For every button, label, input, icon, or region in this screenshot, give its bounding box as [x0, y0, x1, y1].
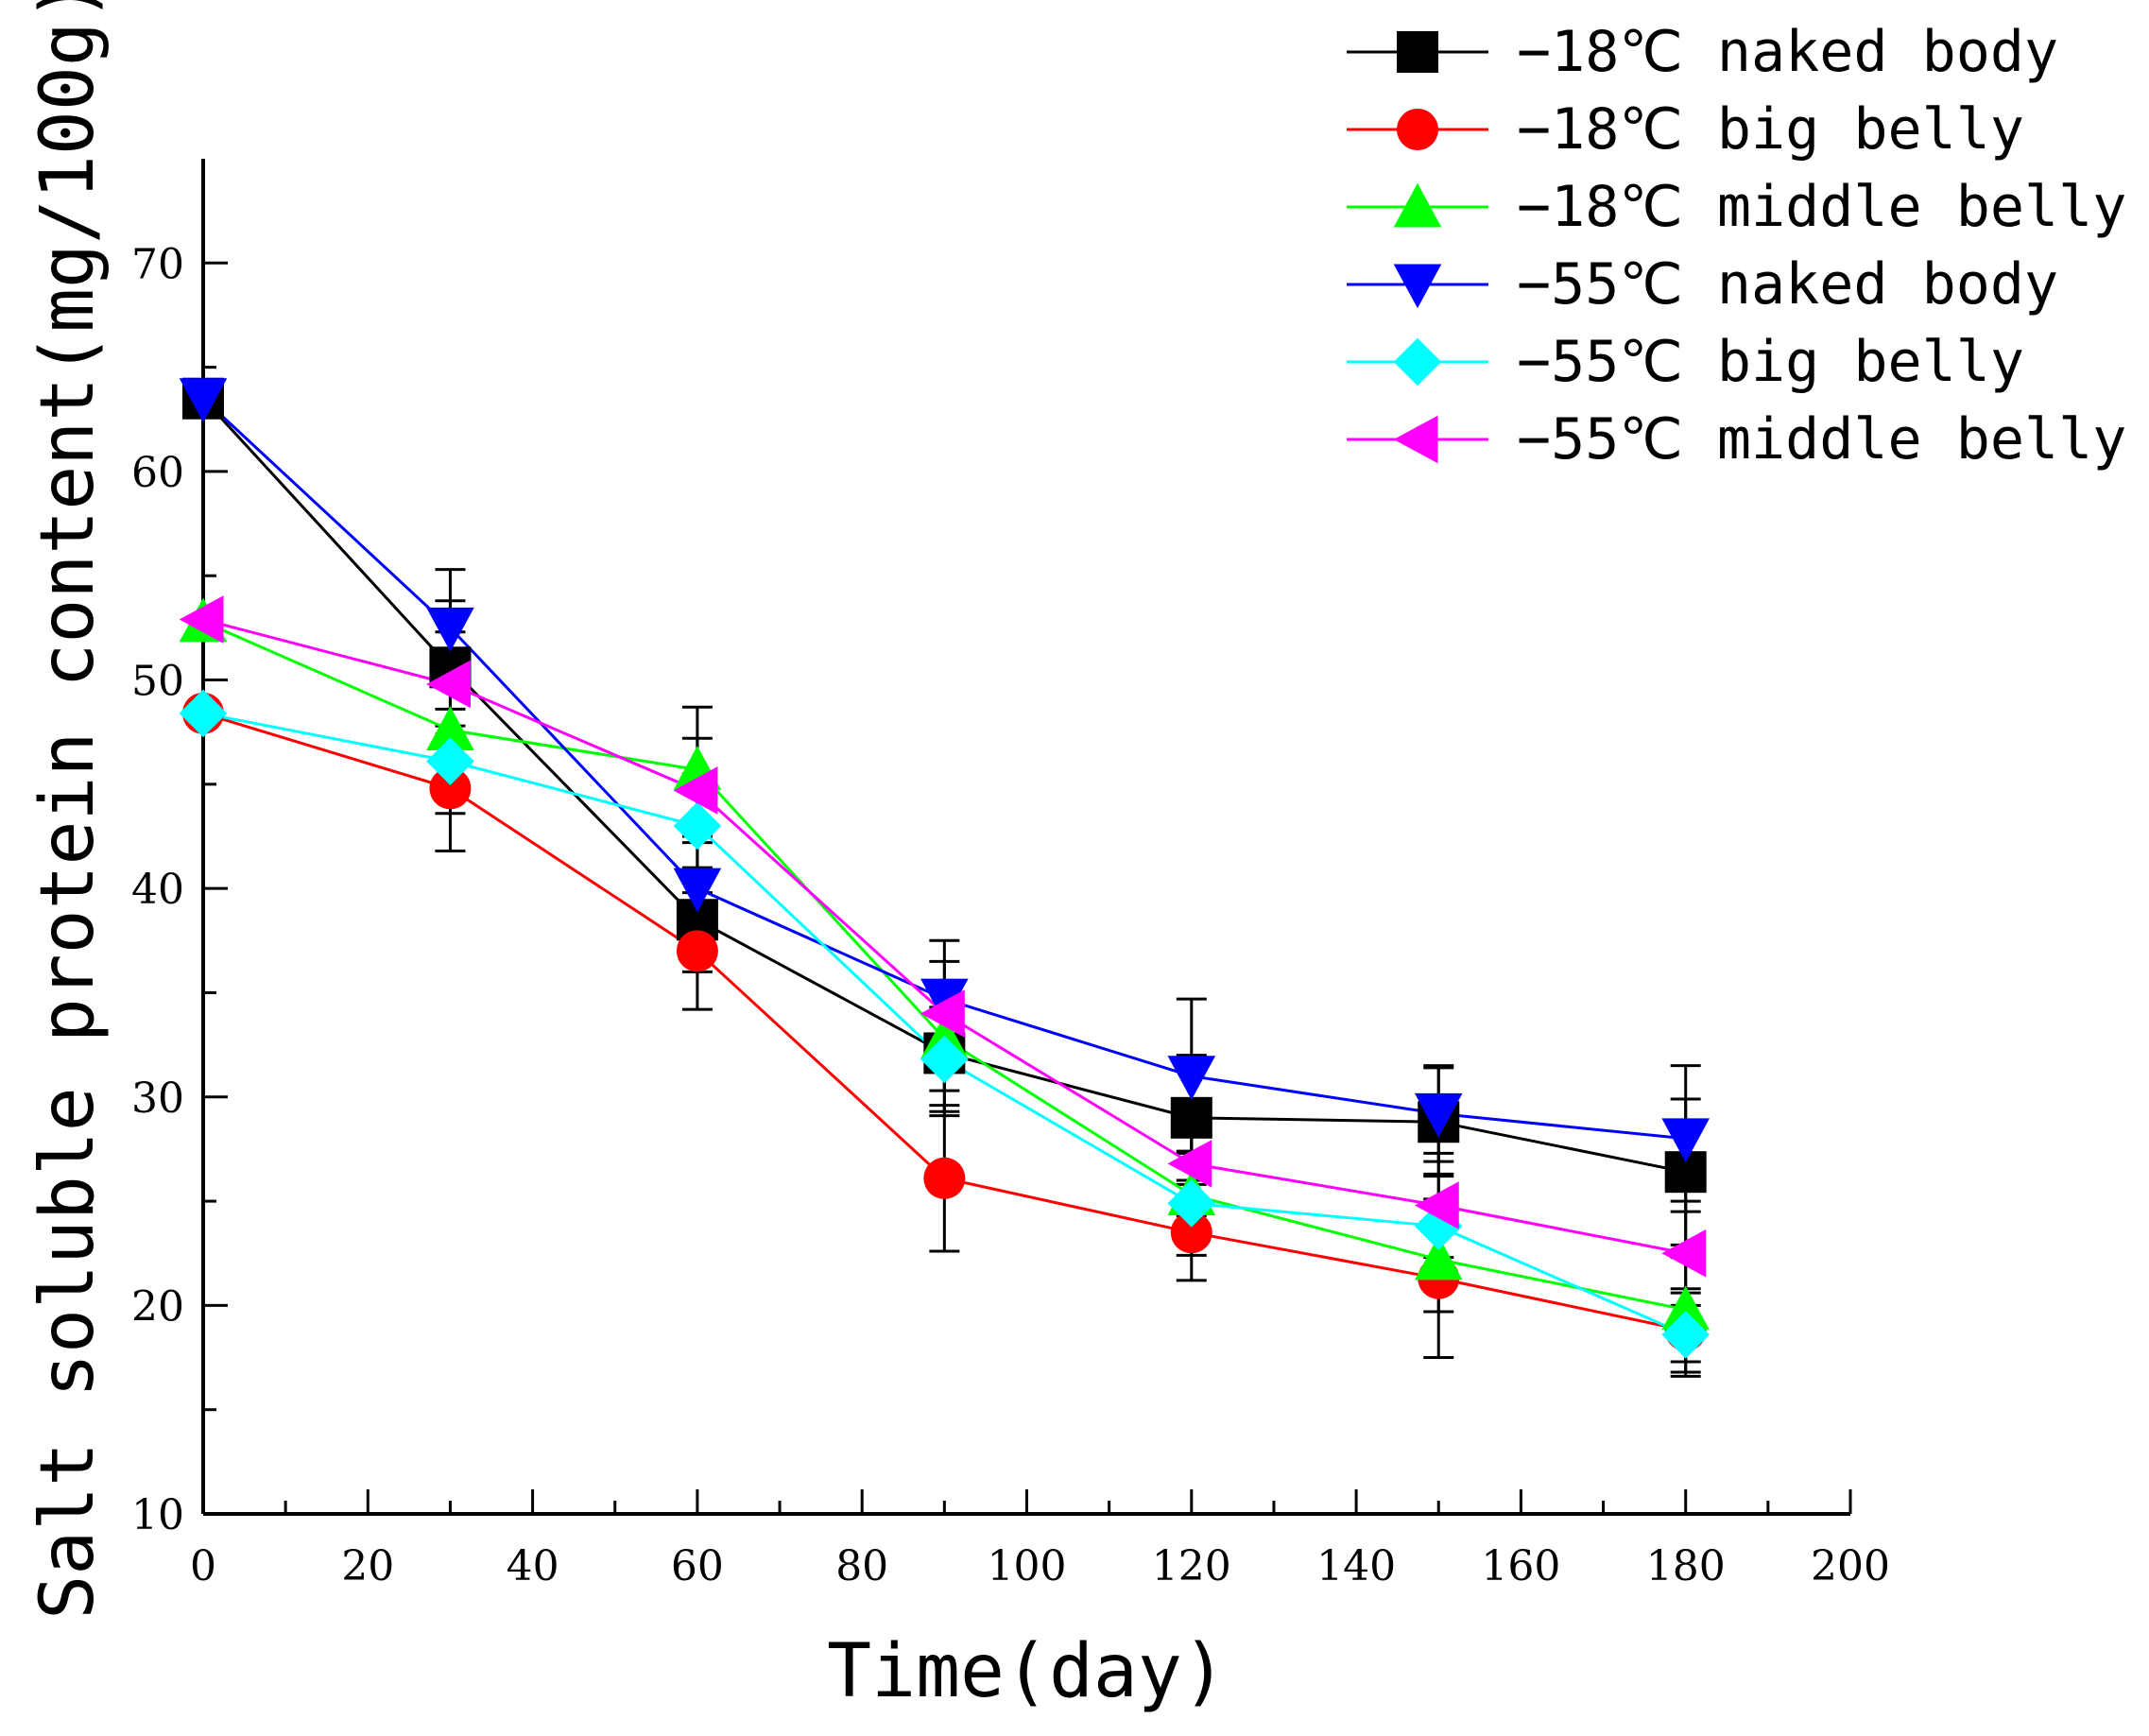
legend: −18℃ naked body −18℃ big belly −18℃ middle…: [1347, 19, 2126, 473]
x-tick-label: 80: [835, 1542, 888, 1590]
data-point: [1414, 1181, 1459, 1229]
data-point: [920, 1035, 969, 1084]
legend-item-1: −18℃ naked body: [1347, 19, 2058, 85]
y-tick-label: 70: [131, 240, 184, 288]
legend-label: −18℃ middle belly: [1517, 174, 2126, 240]
data-point: [429, 767, 472, 810]
legend-item-2: −18℃ big belly: [1347, 96, 2024, 163]
error-bars-series-5: [435, 707, 1701, 1378]
data-point: [1661, 1285, 1710, 1331]
data-point: [1170, 1096, 1212, 1139]
legend-item-6: −55℃ middle belly: [1347, 406, 2126, 473]
data-point: [1414, 1235, 1463, 1281]
data-point: [673, 766, 718, 815]
legend-label: −18℃ naked body: [1517, 19, 2058, 85]
x-tick-label: 200: [1811, 1542, 1890, 1590]
y-tick-label: 60: [131, 449, 184, 497]
data-point: [426, 607, 474, 652]
x-tick-label: 40: [507, 1542, 559, 1590]
legend-marker: [1393, 415, 1438, 464]
data-point: [1170, 1212, 1212, 1254]
data-point: [673, 868, 722, 913]
x-ticks: 0 20 40 60 80 100 120 140 160 180 200: [190, 1489, 1890, 1590]
data-point: [426, 706, 474, 750]
legend-item-4: −55℃ naked body: [1347, 251, 2058, 318]
data-point: [426, 737, 474, 785]
legend-label: −55℃ naked body: [1517, 251, 2058, 318]
y-tick-label: 10: [131, 1491, 184, 1539]
x-tick-label: 180: [1646, 1542, 1726, 1590]
y-tick-label: 40: [131, 866, 184, 914]
error-bars-series-1: [435, 599, 1701, 1246]
data-point: [1661, 1229, 1707, 1278]
data-point: [673, 801, 722, 851]
data-point: [1167, 1178, 1216, 1228]
legend-marker: [1393, 337, 1442, 387]
data-point: [1167, 1056, 1216, 1101]
legend-item-5: −55℃ big belly: [1347, 329, 2024, 395]
y-tick-label: 20: [131, 1282, 184, 1331]
data-point: [1167, 1140, 1212, 1188]
x-tick-label: 140: [1316, 1542, 1396, 1590]
legend-marker: [1393, 182, 1442, 228]
y-ticks: 10 20 30 40 50 60 70: [131, 240, 228, 1539]
legend-item-3: −18℃ middle belly: [1347, 174, 2126, 240]
x-tick-label: 120: [1152, 1542, 1231, 1590]
series-layer: [179, 377, 1710, 1378]
legend-marker: [1397, 109, 1438, 150]
legend-label: −55℃ middle belly: [1517, 406, 2126, 473]
plot-area: 0 20 40 60 80 100 120 140 160 180 200 10 20 30 40 50 60…: [131, 159, 1890, 1590]
data-point: [1661, 1310, 1710, 1359]
y-tick-label: 50: [131, 658, 184, 706]
y-tick-label: 30: [131, 1074, 184, 1123]
data-point: [1661, 1118, 1710, 1163]
legend-marker: [1397, 31, 1438, 73]
data-point: [920, 989, 965, 1038]
legend-label: −18℃ big belly: [1517, 96, 2024, 163]
x-tick-label: 160: [1481, 1542, 1560, 1590]
markers-series-6: [179, 595, 1707, 1278]
legend-label: −55℃ big belly: [1517, 329, 2024, 395]
x-tick-label: 60: [671, 1542, 724, 1590]
data-point: [179, 378, 228, 423]
legend-marker: [1393, 264, 1442, 309]
y-axis-title: Salt soluble protein content(mg/100g): [26, 0, 111, 1620]
x-axis-title: Time(day): [827, 1629, 1227, 1714]
data-point: [426, 660, 471, 709]
x-tick-label: 0: [190, 1542, 216, 1590]
markers-series-5: [179, 689, 1710, 1359]
data-point: [676, 930, 718, 972]
x-tick-label: 20: [341, 1542, 394, 1590]
data-point: [179, 595, 224, 644]
data-point: [923, 1157, 966, 1199]
data-point: [1414, 1092, 1463, 1138]
x-tick-label: 100: [988, 1542, 1067, 1590]
data-point: [179, 689, 228, 738]
